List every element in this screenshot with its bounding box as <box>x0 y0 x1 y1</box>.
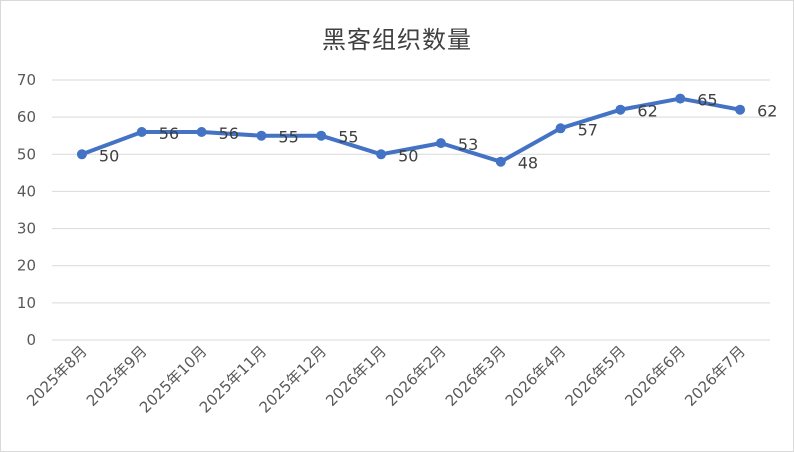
data-point <box>495 156 506 167</box>
data-label: 56 <box>219 124 239 143</box>
data-label: 48 <box>518 154 538 173</box>
data-point <box>435 138 446 149</box>
x-tick-label: 2026年4月 <box>502 342 570 410</box>
data-label: 57 <box>578 120 598 139</box>
data-point <box>735 104 746 115</box>
data-point <box>675 93 686 104</box>
data-label: 55 <box>278 128 298 147</box>
series-line <box>79 96 743 164</box>
data-label: 50 <box>99 146 119 165</box>
data-point <box>615 104 626 115</box>
data-point <box>136 127 147 137</box>
x-tick-label: 2026年1月 <box>322 342 390 410</box>
data-point <box>196 127 207 137</box>
y-tick-label: 0 <box>26 331 36 349</box>
data-point <box>256 130 267 141</box>
x-tick-label: 2026年5月 <box>562 342 630 410</box>
data-point <box>555 123 566 134</box>
data-label: 56 <box>159 124 179 143</box>
data-label: 50 <box>398 146 418 165</box>
x-tick-label: 2026年7月 <box>681 342 749 410</box>
data-label: 53 <box>458 135 478 154</box>
data-label: 55 <box>338 128 358 147</box>
y-tick-label: 30 <box>17 220 36 238</box>
data-point <box>76 149 87 160</box>
data-point <box>316 130 327 141</box>
y-tick-label: 20 <box>17 257 36 275</box>
x-tick-label: 2026年2月 <box>382 342 450 410</box>
y-tick-label: 40 <box>17 182 36 200</box>
y-tick-label: 10 <box>17 294 36 312</box>
x-tick-label: 2026年3月 <box>442 342 510 410</box>
x-tick-label: 2025年8月 <box>23 342 91 410</box>
chart-title: 黑客组织数量 <box>322 26 472 54</box>
y-tick-label: 60 <box>17 108 36 126</box>
data-label: 62 <box>637 102 657 121</box>
data-label: 62 <box>757 102 777 121</box>
data-label: 65 <box>697 91 717 110</box>
data-point <box>376 149 387 160</box>
x-tick-label: 2026年6月 <box>621 342 689 410</box>
y-tick-label: 70 <box>17 71 36 89</box>
y-tick-label: 50 <box>17 145 36 163</box>
